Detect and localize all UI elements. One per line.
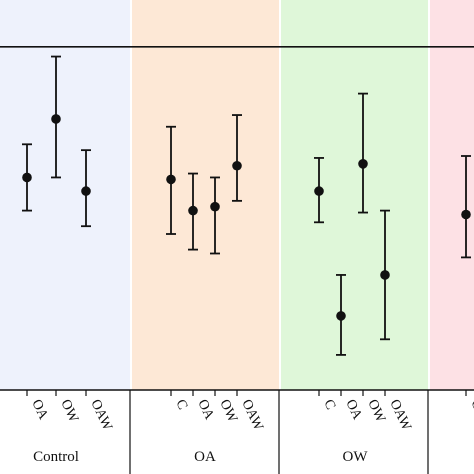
x-tick-label-2-0: C <box>320 397 338 412</box>
x-tick-label-0-0: OA <box>28 397 51 422</box>
data-point-1-0 <box>166 174 176 185</box>
x-tick-label-0-2: OAW <box>87 397 115 433</box>
data-point-0-0 <box>22 172 32 183</box>
x-tick-label-2-3: OAW <box>386 397 414 433</box>
x-tick-label-1-3: OAW <box>238 397 266 433</box>
x-tick-label-1-0: C <box>172 397 190 412</box>
group-background-1 <box>132 0 279 390</box>
x-tick-label-2-2: OW <box>364 397 388 425</box>
data-point-1-2 <box>210 201 220 212</box>
x-tick-label-0-1: OW <box>57 397 81 425</box>
group-background-0 <box>0 0 130 390</box>
group-label-1: OA <box>194 449 216 465</box>
data-point-2-2 <box>358 159 368 169</box>
data-point-1-3 <box>232 160 242 171</box>
group-background-2 <box>281 0 428 390</box>
x-tick-label-1-2: OW <box>216 397 240 425</box>
data-point-0-2 <box>81 186 91 196</box>
data-point-0-1 <box>51 114 61 124</box>
data-point-3-0 <box>461 209 471 220</box>
data-point-1-1 <box>188 205 198 216</box>
data-point-2-0 <box>314 186 324 196</box>
group-background-3 <box>430 0 474 390</box>
data-point-2-1 <box>336 311 346 321</box>
x-tick-label-3-0: C <box>467 397 474 412</box>
x-tick-label-1-1: OA <box>194 397 217 422</box>
group-label-2: OW <box>343 449 369 465</box>
data-point-2-3 <box>380 270 390 280</box>
x-tick-label-2-1: OA <box>342 397 365 422</box>
group-label-0: Control <box>33 449 79 465</box>
